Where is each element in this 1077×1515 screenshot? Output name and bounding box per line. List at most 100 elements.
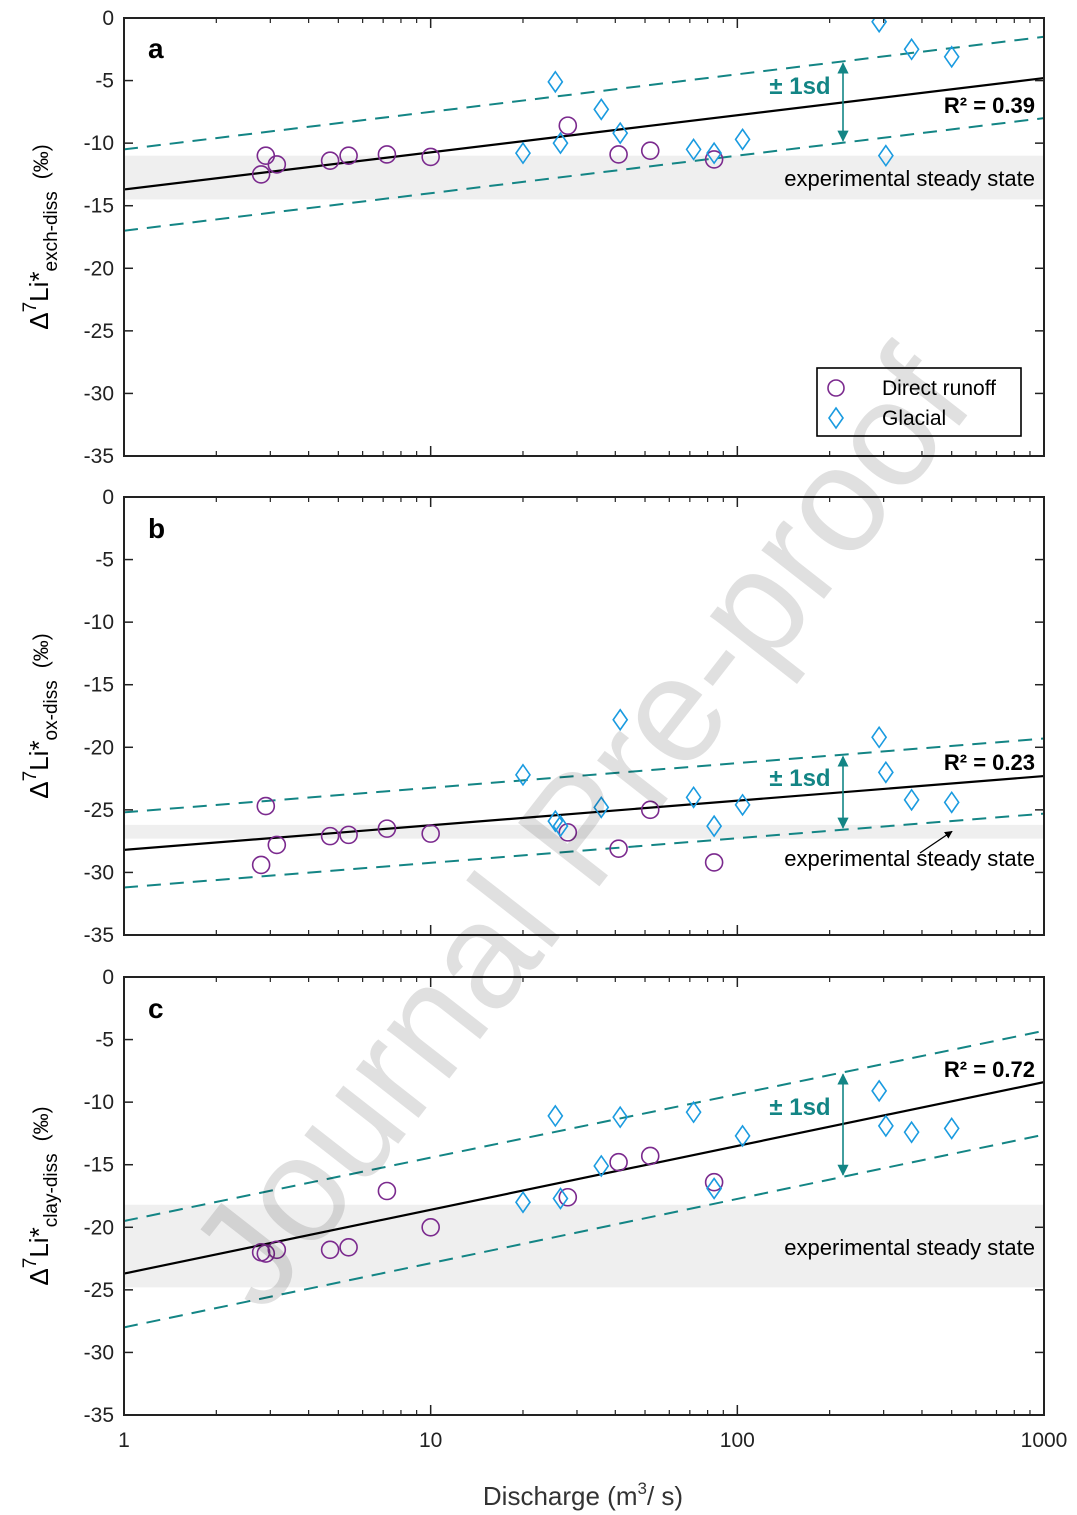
legend: Direct runoff Glacial: [816, 367, 1022, 437]
chart-panel-a: 0 -5 -10 -15 -20 -25 -30 -35 a R² = 0.39 ± 1sd expe…: [20, 7, 1045, 468]
series-direct-runoff: [251, 1146, 724, 1263]
data-point-glacial: [903, 1120, 920, 1144]
y-tick-label: -25: [84, 1279, 114, 1302]
data-point-direct-runoff: [256, 796, 276, 816]
legend-label: Direct runoff: [882, 377, 996, 400]
y-tick-label: -15: [84, 195, 114, 218]
chart-panel-b: 0 -5 -10 -15 -20 -25 -30 -35 b R² = 0.23 ± 1sd expe…: [20, 486, 1045, 947]
y-tick-label: -30: [84, 1341, 114, 1364]
data-point-glacial: [943, 790, 960, 814]
y-tick-label: 0: [102, 486, 114, 509]
data-point-direct-runoff: [377, 1181, 397, 1201]
data-point-direct-runoff: [558, 116, 578, 135]
data-point-direct-runoff: [267, 835, 287, 855]
data-point-direct-runoff: [704, 1172, 724, 1192]
svg-text:Discharge (m3/ s): Discharge (m3/ s): [483, 1479, 683, 1511]
data-point-direct-runoff: [251, 855, 271, 875]
r-squared-label: R² = 0.39: [944, 93, 1035, 118]
data-point-glacial: [547, 1104, 564, 1128]
axes-frame: [123, 496, 1045, 936]
data-point-glacial: [734, 793, 751, 817]
y-tick-label: -20: [84, 257, 114, 280]
x-tick-label: 10: [419, 1429, 442, 1452]
r-squared-label: R² = 0.72: [944, 1057, 1035, 1082]
data-point-glacial: [547, 70, 564, 94]
legend-box: [816, 367, 1022, 437]
plot-area: [124, 1029, 1044, 1329]
sd-label: ± 1sd: [769, 765, 830, 792]
sd-label: ± 1sd: [769, 73, 830, 100]
data-point-direct-runoff: [251, 165, 271, 184]
y-tick-label: -5: [95, 549, 114, 572]
y-tick-label: -5: [95, 70, 114, 93]
data-point-glacial: [903, 788, 920, 812]
chart-panel-c: 0 -5 -10 -15 -20 -25 -30 -351 10 100 1000 c R² = 0.7…: [20, 966, 1067, 1452]
panel-letter: c: [148, 993, 164, 1024]
data-point-glacial: [706, 814, 723, 838]
data-point-glacial: [871, 725, 888, 749]
y-tick-label: -10: [84, 132, 114, 155]
regression-line: [124, 774, 1044, 851]
series-glacial: [515, 1079, 960, 1214]
axes-frame: [123, 17, 1045, 457]
data-point-direct-runoff: [609, 145, 628, 164]
panels: 0 -5 -10 -15 -20 -25 -30 -35 a R² = 0.39 ± 1sd expe…: [20, 7, 1067, 1452]
data-point-direct-runoff: [640, 1146, 660, 1166]
y-tick-label: -10: [84, 1091, 114, 1114]
regression-line: [124, 76, 1044, 191]
steady-state-label: experimental steady state: [784, 166, 1035, 191]
steady-state-label: experimental steady state: [784, 846, 1035, 871]
data-point-direct-runoff: [704, 853, 724, 872]
y-tick-label: -15: [84, 674, 114, 697]
y-axis-label: Δ7Li*clay-diss(‰): [20, 1106, 62, 1285]
y-tick-label: -15: [84, 1154, 114, 1177]
sd-lower-line: [124, 812, 1044, 889]
data-point-glacial: [871, 1079, 888, 1103]
series-glacial: [515, 18, 960, 168]
data-point-direct-runoff: [267, 155, 287, 174]
y-tick-label: 0: [102, 7, 114, 30]
data-point-direct-runoff: [377, 819, 397, 838]
data-point-direct-runoff: [640, 141, 660, 160]
data-point-glacial: [877, 144, 894, 168]
series-glacial: [515, 708, 960, 838]
y-tick-label: -5: [95, 1029, 114, 1052]
y-tick-label: -30: [84, 382, 114, 405]
sd-lower-line: [124, 1133, 1044, 1329]
data-point-direct-runoff: [377, 145, 397, 164]
data-point-glacial: [734, 127, 751, 151]
data-point-glacial: [877, 760, 894, 784]
data-point-direct-runoff: [558, 1187, 578, 1207]
data-point-glacial: [515, 763, 531, 787]
data-point-direct-runoff: [267, 1240, 287, 1260]
data-point-glacial: [612, 1105, 629, 1129]
data-point-direct-runoff: [609, 1152, 628, 1172]
y-axis-label: Δ7Li*ox-diss(‰): [20, 633, 62, 799]
data-point-direct-runoff: [320, 151, 340, 170]
data-point-glacial: [552, 1187, 569, 1210]
series-direct-runoff: [251, 116, 724, 184]
data-point-glacial: [552, 131, 569, 155]
series-direct-runoff: [251, 796, 724, 875]
data-point-glacial: [943, 45, 960, 69]
data-point-glacial: [943, 1117, 960, 1140]
data-point-glacial: [593, 97, 610, 121]
data-point-glacial: [612, 708, 629, 732]
data-point-glacial: [706, 141, 723, 165]
steady-state-band: [124, 1204, 1044, 1288]
y-tick-label: -35: [84, 924, 114, 947]
plot-area: [124, 18, 1044, 232]
data-point-glacial: [903, 37, 920, 61]
data-point-direct-runoff: [320, 826, 340, 846]
data-point-glacial: [877, 1114, 894, 1138]
axes-frame: [123, 976, 1045, 1416]
legend-marker-circle: [827, 379, 845, 397]
data-point-glacial: [515, 141, 531, 165]
x-tick-label: 100: [720, 1429, 755, 1452]
y-axis-label: Δ7Li*exch-diss(‰): [20, 144, 62, 330]
data-point-glacial: [706, 1177, 723, 1200]
sd-upper-line: [124, 35, 1044, 151]
x-tick-label: 1000: [1021, 1429, 1068, 1452]
data-point-direct-runoff: [704, 150, 724, 169]
